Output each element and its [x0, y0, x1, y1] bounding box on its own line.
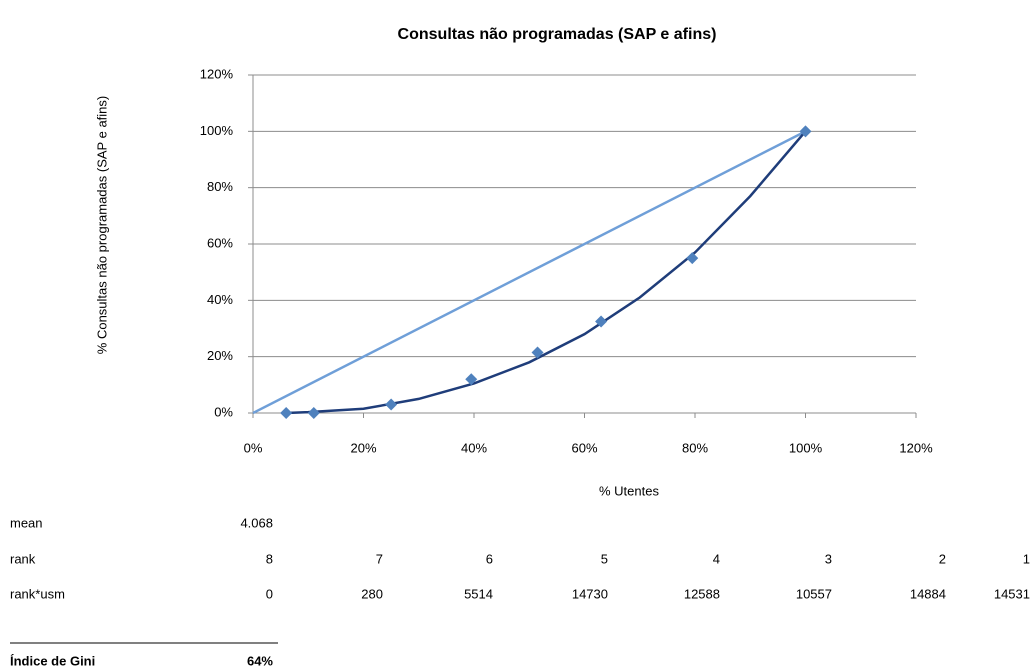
cell: 3	[825, 551, 832, 566]
x-tick-label: 120%	[899, 440, 933, 455]
x-tick-label: 100%	[789, 440, 823, 455]
x-tick-label: 80%	[682, 440, 708, 455]
cell: 7	[376, 551, 383, 566]
point	[385, 398, 398, 411]
cell: 14531	[994, 586, 1030, 601]
y-tick-label: 120%	[200, 66, 234, 81]
row-label: rank	[10, 551, 36, 566]
y-tick-label: 80%	[207, 179, 233, 194]
cell: 4.068	[240, 515, 273, 530]
point	[595, 315, 608, 328]
cell: 6	[486, 551, 493, 566]
cell: 10557	[796, 586, 832, 601]
cell: 1	[1023, 551, 1030, 566]
equality-line	[252, 130, 807, 415]
cell: 5	[601, 551, 608, 566]
cell: 8	[266, 551, 273, 566]
cell: 12588	[684, 586, 720, 601]
x-tick-label: 20%	[350, 440, 376, 455]
y-tick-label: 60%	[207, 235, 233, 250]
chart-title: Consultas não programadas (SAP e afins)	[398, 26, 717, 43]
y-tick-label: 100%	[200, 123, 234, 138]
gini-label: Índice de Gini	[10, 653, 95, 668]
point	[799, 125, 812, 138]
row-label: rank*usm	[10, 586, 65, 601]
x-axis-label: % Utentes	[599, 483, 659, 498]
x-tick-label: 60%	[571, 440, 597, 455]
y-tick-label: 40%	[207, 292, 233, 307]
point	[686, 252, 699, 265]
point	[307, 407, 320, 419]
point	[465, 373, 478, 386]
point	[280, 407, 293, 419]
x-tick-label: 0%	[244, 440, 263, 455]
point	[531, 346, 544, 359]
x-tick-label: 40%	[461, 440, 487, 455]
cell: 14730	[572, 586, 608, 601]
row-label: mean	[10, 515, 43, 530]
gini-value: 64%	[247, 653, 273, 668]
cell: 14884	[910, 586, 946, 601]
y-axis-label: % Consultas não programadas (SAP e afins…	[94, 96, 109, 354]
trend-line	[286, 130, 807, 415]
cell: 4	[713, 551, 720, 566]
cell: 2	[939, 551, 946, 566]
y-tick-label: 0%	[214, 404, 233, 419]
cell: 0	[266, 586, 273, 601]
cell: 280	[361, 586, 383, 601]
cell: 5514	[464, 586, 493, 601]
y-tick-label: 20%	[207, 348, 233, 363]
